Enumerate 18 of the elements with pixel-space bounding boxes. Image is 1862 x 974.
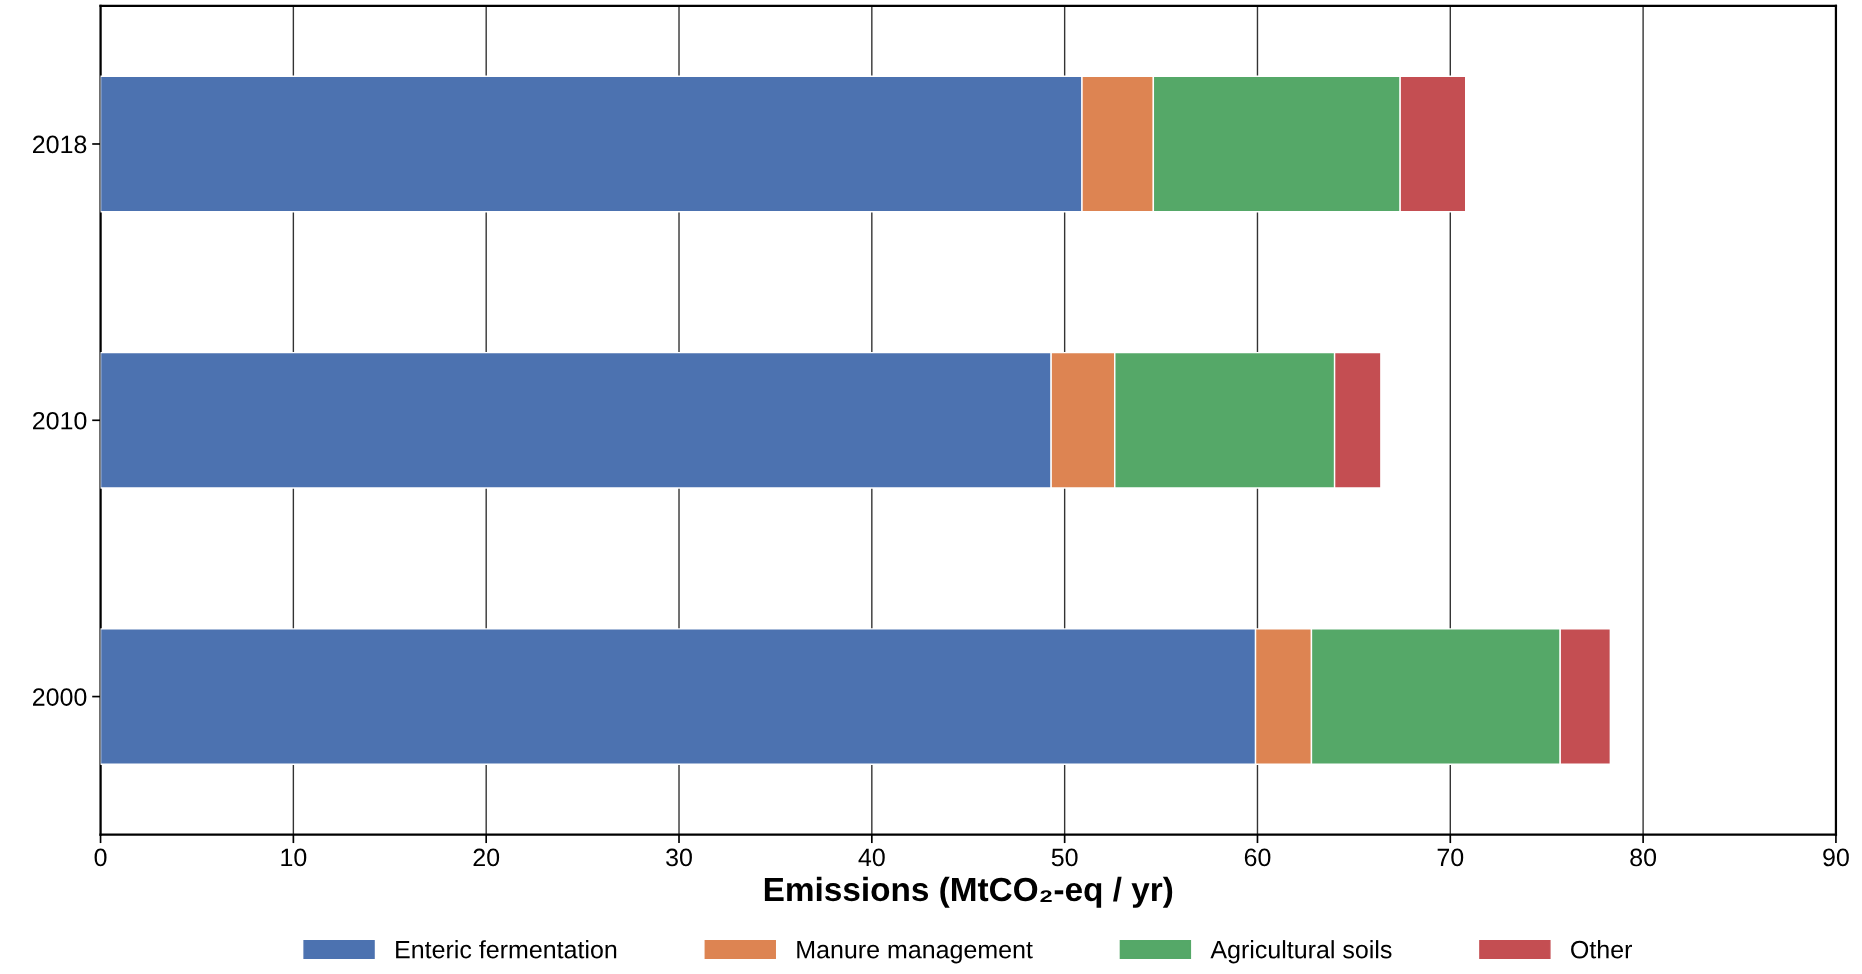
legend-label: Other <box>1571 940 1632 959</box>
x-tick-label: 40 <box>858 848 885 867</box>
x-tick-label: 80 <box>1630 848 1657 867</box>
x-tick-label: 60 <box>1244 848 1271 867</box>
legend-label: Agricultural soils <box>1210 940 1392 964</box>
x-axis-title: Emissions (MtCO₂-eq / yr) <box>764 876 1173 908</box>
x-tick-label: 50 <box>1051 848 1078 867</box>
y-tick-label: 2000 <box>33 688 87 706</box>
x-tick-label: 20 <box>473 848 500 867</box>
legend-label: Enteric fermentation <box>396 940 617 959</box>
x-tick-label: 10 <box>281 848 307 867</box>
x-tick-label: 0 <box>94 848 107 867</box>
y-tick-label: 2018 <box>33 135 87 154</box>
legend-label: Manure management <box>797 941 1033 964</box>
x-tick-label: 70 <box>1437 848 1464 867</box>
x-tick-label: 90 <box>1823 848 1849 867</box>
y-tick-label: 2010 <box>33 411 87 430</box>
x-tick-label: 30 <box>666 848 692 867</box>
